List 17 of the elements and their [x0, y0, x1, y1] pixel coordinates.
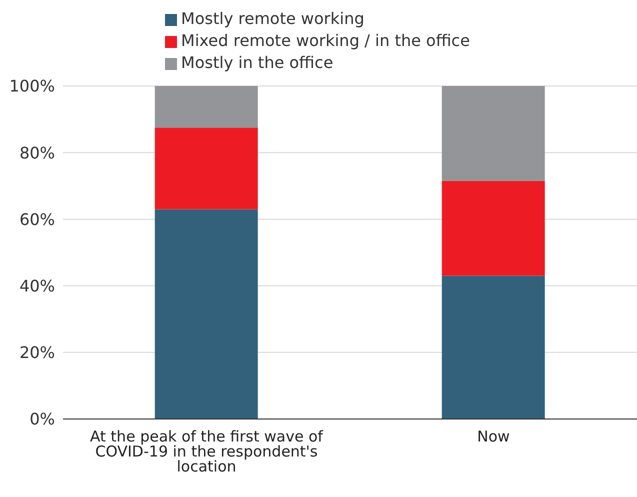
x-tick-label: At the peak of the first wave of COVID-19 in the respondent's location — [90, 428, 324, 476]
y-tick-label: 0% — [30, 410, 55, 429]
bar — [442, 86, 545, 181]
bar — [442, 180, 545, 276]
bar — [154, 86, 258, 128]
y-tick-label: 40% — [19, 276, 55, 296]
bar — [154, 209, 258, 419]
legend-label: Mostly remote working — [181, 9, 364, 28]
y-tick-label: 60% — [19, 210, 55, 229]
legend-label: Mixed remote working / in the office — [181, 31, 470, 50]
bar — [154, 128, 258, 210]
bar — [442, 276, 545, 419]
y-tick-label: 100% — [9, 76, 55, 96]
y-tick-label: 20% — [19, 343, 55, 362]
legend-label: Mostly in the office — [181, 53, 334, 72]
y-tick-label: 80% — [19, 143, 55, 162]
x-tick-label: Now — [477, 428, 510, 446]
